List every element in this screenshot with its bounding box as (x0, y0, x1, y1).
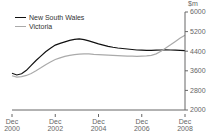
svg-text:6000: 6000 (190, 8, 206, 15)
svg-text:Dec2000: Dec2000 (8, 118, 20, 132)
html-text:Victoria: Victoria (29, 23, 53, 30)
svg-text:Dec2008: Dec2008 (177, 118, 193, 132)
html-text:$m: $m (188, 0, 198, 7)
svg-text:2800: 2800 (190, 87, 206, 94)
svg-text:2000: 2000 (190, 106, 206, 113)
svg-text:Dec2004: Dec2004 (91, 118, 107, 132)
svg-text:4400: 4400 (190, 48, 206, 55)
svg-text:5200: 5200 (190, 28, 206, 35)
svg-text:Dec2006: Dec2006 (134, 118, 150, 132)
html-text:New South Wales: New South Wales (29, 14, 85, 21)
svg-text:Dec2002: Dec2002 (47, 118, 63, 132)
svg-text:3600: 3600 (190, 67, 206, 74)
